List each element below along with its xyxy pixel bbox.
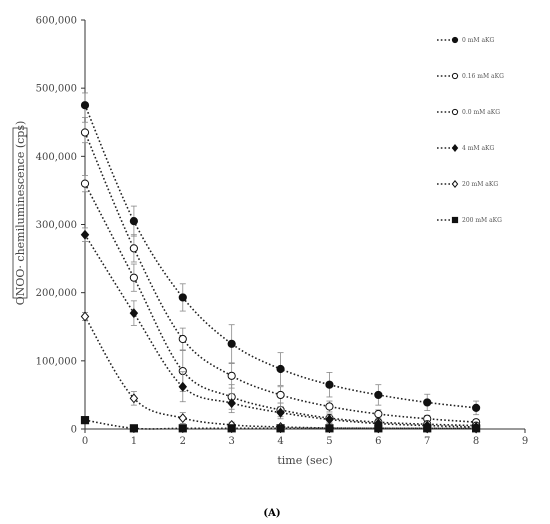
data-point (129, 308, 139, 319)
y-tick-label: 500,000 (36, 84, 77, 95)
data-point (423, 424, 432, 433)
x-tick-label: 8 (473, 436, 479, 447)
x-tick-label: 1 (131, 436, 137, 447)
data-point (325, 402, 334, 411)
y-axis-title-box (12, 127, 28, 299)
y-tick-label: 200,000 (36, 288, 77, 299)
legend-label: 0.0 mM aKG (462, 109, 500, 116)
x-tick-label: 0 (82, 436, 88, 447)
data-point (276, 390, 285, 400)
series-line (84, 183, 477, 427)
data-point (129, 393, 139, 404)
legend-item: 4 mM aKG (437, 144, 495, 152)
data-point (129, 424, 138, 433)
data-point (451, 144, 459, 152)
data-point (472, 403, 481, 412)
legend-item: 0 mM aKG (437, 36, 495, 44)
y-tick-label: 0 (71, 425, 77, 436)
y-tick-label: 400,000 (36, 152, 77, 163)
data-point (227, 398, 236, 409)
x-tick-label: 7 (424, 436, 430, 447)
data-point (129, 244, 138, 253)
legend-item: 0.16 mM aKG (437, 72, 504, 80)
data-point (276, 407, 285, 418)
data-point (451, 72, 459, 80)
data-point (451, 36, 459, 44)
x-tick-label: 2 (180, 436, 186, 447)
data-point (178, 381, 188, 392)
y-axis-title: ONOO· chemiluminescence (cps) (14, 121, 27, 306)
data-point (80, 128, 90, 137)
x-axis-title: time (sec) (277, 454, 332, 467)
data-point (374, 390, 383, 400)
series-1 (80, 92, 481, 416)
legend-label: 0 mM aKG (462, 37, 495, 44)
data-point (325, 424, 334, 433)
data-point (325, 380, 334, 389)
y-axis-title-group: ONOO· chemiluminescence (cps) (12, 121, 28, 306)
data-point (451, 108, 459, 116)
legend-item: 20 mM aKG (437, 180, 498, 188)
y-tick-label: 300,000 (36, 220, 77, 231)
series-layer (80, 92, 481, 434)
legend-label: 200 mM aKG (462, 217, 502, 224)
data-point (423, 398, 432, 407)
legend-label: 20 mM aKG (462, 181, 498, 188)
x-tick-label: 3 (228, 436, 234, 447)
data-point (80, 416, 90, 425)
data-point (227, 424, 236, 433)
data-point (227, 371, 236, 380)
y-tick-label: 100,000 (36, 356, 77, 367)
data-point (451, 180, 459, 188)
data-point (80, 229, 90, 240)
data-point (227, 339, 236, 348)
y-tick-label: 600,000 (36, 16, 77, 27)
panel-label: (A) (263, 508, 280, 519)
legend-item: 0.0 mM aKG (437, 108, 500, 116)
legend-label: 0.16 mM aKG (462, 73, 504, 80)
data-point (129, 216, 138, 226)
data-point (276, 364, 285, 374)
series-4 (80, 227, 481, 432)
data-point (80, 311, 90, 322)
data-point (178, 334, 187, 344)
data-point (276, 424, 285, 433)
data-point (451, 216, 459, 224)
x-tick-label: 9 (522, 436, 528, 447)
legend: 0 mM aKG 0.16 mM aKG 0.0 mM aKG 4 mM aKG 20 … (437, 36, 504, 224)
data-point (374, 409, 383, 419)
data-point (374, 424, 383, 433)
legend-label: 4 mM aKG (462, 145, 495, 152)
data-point (178, 424, 187, 433)
x-tick-label: 4 (277, 436, 283, 447)
data-point (80, 179, 90, 188)
series-6 (80, 416, 481, 433)
series-2 (80, 121, 481, 427)
x-tick-label: 6 (375, 436, 381, 447)
data-point (178, 413, 188, 424)
data-point (129, 273, 138, 282)
data-point (80, 101, 90, 110)
legend-item: 200 mM aKG (437, 216, 502, 224)
x-tick-label: 5 (326, 436, 332, 447)
data-point (472, 424, 481, 433)
data-point (178, 293, 187, 302)
